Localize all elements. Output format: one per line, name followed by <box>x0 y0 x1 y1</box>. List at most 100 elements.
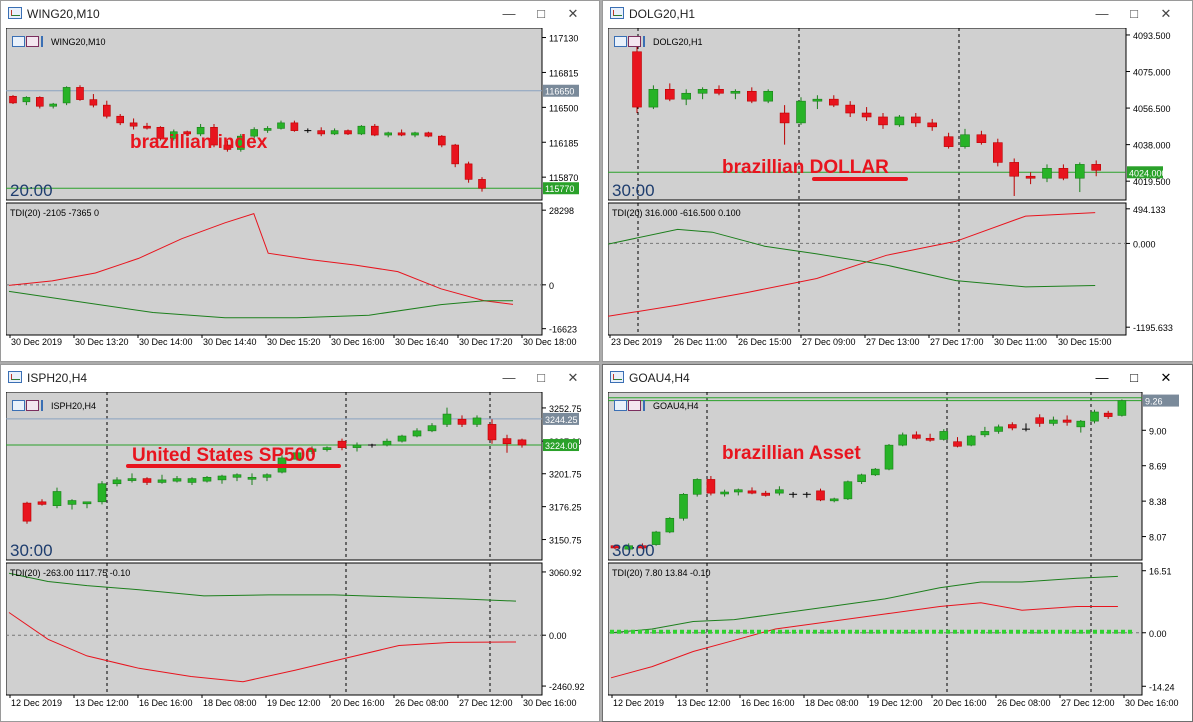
candle-body <box>112 479 122 485</box>
chart-canvas[interactable]: 9.00 8.69 8.38 8.07 9.26 16.51 0.00 -14.24 12 De… <box>608 392 1188 715</box>
candle-body <box>775 489 784 494</box>
time-label: 30 Dec 16:00 <box>1125 698 1179 708</box>
template-icon[interactable] <box>628 400 641 411</box>
candle-body <box>912 434 921 439</box>
maximize-button[interactable]: □ <box>1130 370 1138 385</box>
chart-area[interactable]: 4093.500 4075.000 4056.500 4038.000 4019.500… <box>608 28 1188 355</box>
candle-body <box>9 95 17 104</box>
candle-body <box>843 481 853 500</box>
tdi-tick-label: 0.00 <box>1149 629 1167 639</box>
candle-body <box>210 126 218 146</box>
close-button[interactable]: ✕ <box>567 370 579 385</box>
candle-body <box>357 125 366 135</box>
price-panel <box>6 392 543 561</box>
close-button[interactable]: ✕ <box>1160 370 1172 385</box>
chart-properties-icon[interactable] <box>614 400 627 411</box>
candle-body <box>747 90 757 102</box>
candle-body <box>1025 175 1036 179</box>
candle-body <box>116 115 124 124</box>
titlebar[interactable]: ISPH20,H4 — □ ✕ <box>1 365 599 391</box>
candle-body <box>870 468 880 476</box>
tdi-panel <box>608 202 1127 336</box>
time-label: 30 Dec 17:20 <box>459 337 513 347</box>
chart-area[interactable]: 9.00 8.69 8.38 8.07 9.26 16.51 0.00 -14.24 12 De… <box>608 392 1188 715</box>
window-title: GOAU4,H4 <box>629 371 690 385</box>
chart-area[interactable]: 117130 116815 116500 116185 115870 116650 1157… <box>6 28 595 355</box>
tdi-tick-label: 494.133 <box>1133 205 1166 215</box>
minimize-button[interactable]: — <box>1095 6 1109 21</box>
chart-canvas[interactable]: 3252.753227.003201.753176.253150.753244.… <box>6 392 595 715</box>
candle-body <box>638 545 647 549</box>
indicator-icon[interactable] <box>41 400 49 411</box>
close-button[interactable]: ✕ <box>1160 6 1172 21</box>
chart-canvas[interactable]: 117130 116815 116500 116185 115870 116650 1157… <box>6 28 595 355</box>
candle-body <box>747 490 757 494</box>
indicator-icon[interactable] <box>41 36 49 47</box>
titlebar[interactable]: WING20,M10 — □ ✕ <box>1 1 599 27</box>
maximize-button[interactable]: □ <box>537 370 545 385</box>
template-icon[interactable] <box>26 36 39 47</box>
time-label: 27 Dec 09:00 <box>802 337 856 347</box>
time-label: 30 Dec 15:20 <box>267 337 321 347</box>
indicator-icon[interactable] <box>643 400 651 411</box>
candle-body <box>352 444 362 448</box>
candle-body <box>648 89 659 108</box>
candle-body <box>730 90 741 94</box>
bar-timer: 30:00 <box>10 541 53 560</box>
chart-canvas[interactable]: 4093.500 4075.000 4056.500 4038.000 4019.500… <box>608 28 1188 355</box>
time-label: 30 Dec 13:20 <box>75 337 129 347</box>
candle-body <box>478 179 486 189</box>
price-tick-label: 3201.75 <box>549 470 582 480</box>
candle-body <box>67 500 77 505</box>
chart-properties-icon[interactable] <box>12 36 25 47</box>
candle-body <box>953 441 962 447</box>
candle-body <box>812 98 823 102</box>
window-dolg20: DOLG20,H1 — □ ✕ 4093.500 4075.000 4056.500… <box>602 0 1193 362</box>
time-label: 18 Dec 08:00 <box>203 698 257 708</box>
titlebar[interactable]: GOAU4,H4 — □ ✕ <box>603 365 1192 391</box>
candle-body <box>317 130 326 135</box>
minimize-button[interactable]: — <box>502 6 516 21</box>
chart-properties-icon[interactable] <box>614 36 627 47</box>
minimize-button[interactable]: — <box>502 370 516 385</box>
candle-body <box>103 104 111 117</box>
candle-body <box>457 418 467 425</box>
candle-body <box>845 104 855 114</box>
indicator-label: TDI(20) 316.000 -616.500 0.100 <box>612 208 741 218</box>
template-icon[interactable] <box>628 36 641 47</box>
candle-body <box>397 435 407 442</box>
candle-body <box>49 103 58 107</box>
indicator-label: TDI(20) -2105 -7365 0 <box>10 208 99 218</box>
candle-body <box>1074 164 1085 179</box>
candle-body <box>35 97 44 107</box>
candle-body <box>156 126 165 139</box>
tdi-panel <box>608 562 1143 696</box>
indicator-icon[interactable] <box>643 36 651 47</box>
price-badge <box>543 84 579 97</box>
price-tick-label: 115870 <box>549 173 578 183</box>
titlebar[interactable]: DOLG20,H1 — □ ✕ <box>603 1 1192 27</box>
candle-body <box>127 478 137 481</box>
tdi-tick-label: -16623 <box>549 325 577 335</box>
close-button[interactable]: ✕ <box>567 6 579 21</box>
candle-body <box>424 132 433 137</box>
chart-area[interactable]: 3252.753227.003201.753176.253150.753244.… <box>6 392 595 715</box>
candle-body <box>976 134 987 143</box>
tdi-red-line <box>610 602 1118 679</box>
minimize-button[interactable]: — <box>1095 370 1109 385</box>
maximize-button[interactable]: □ <box>1130 6 1138 21</box>
candle-body <box>384 132 393 136</box>
tdi-tick-label: -14.24 <box>1149 682 1175 692</box>
template-icon[interactable] <box>26 400 39 411</box>
time-label: 30 Dec 15:00 <box>1058 337 1112 347</box>
candle-body <box>187 478 197 483</box>
candle-body <box>796 100 806 124</box>
candle-body <box>1035 417 1045 424</box>
time-label: 12 Dec 2019 <box>613 698 664 708</box>
window-isph20: ISPH20,H4 — □ ✕ 3252.753227.003201.75317… <box>0 364 600 722</box>
candle-body <box>1091 164 1102 171</box>
maximize-button[interactable]: □ <box>537 6 545 21</box>
tdi-green-line <box>608 228 1096 288</box>
chart-properties-icon[interactable] <box>12 400 25 411</box>
tdi-tick-label: 0.00 <box>549 631 567 641</box>
